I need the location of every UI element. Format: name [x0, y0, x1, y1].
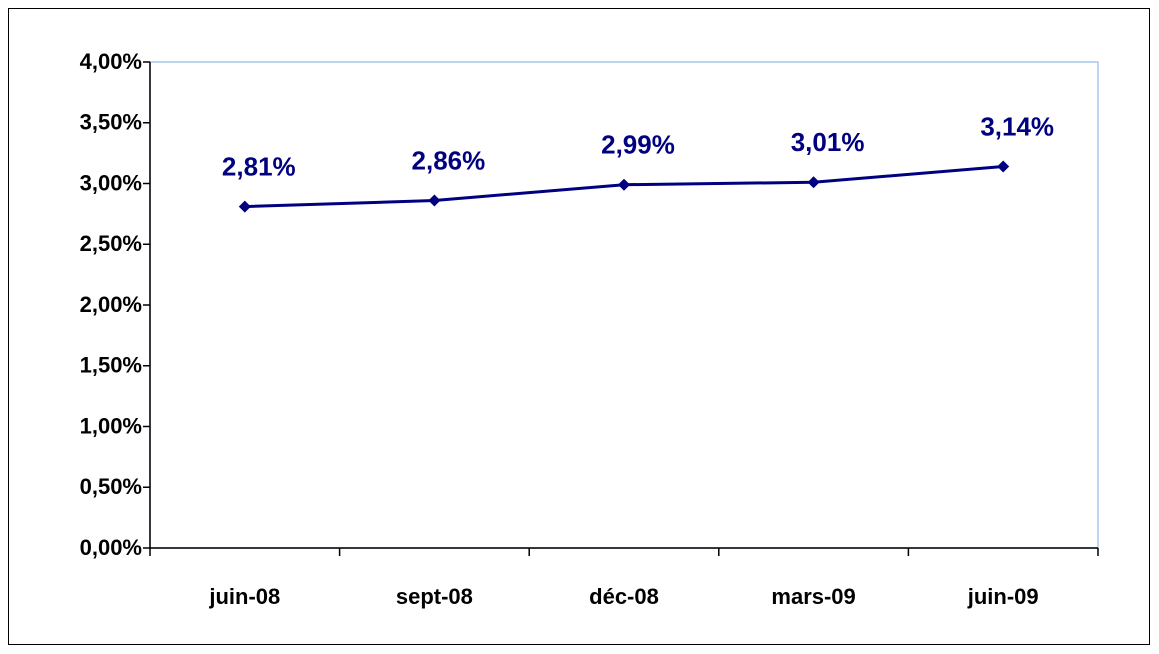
marker: [428, 194, 441, 207]
y-tick-label: 1,50%: [80, 353, 142, 378]
marker: [997, 160, 1010, 173]
x-tick-label: juin-08: [208, 584, 280, 609]
data-label: 2,99%: [601, 130, 675, 160]
y-tick-label: 1,00%: [80, 413, 142, 438]
y-tick-label: 2,00%: [80, 292, 142, 317]
x-tick-label: juin-09: [967, 584, 1039, 609]
y-tick-label: 0,00%: [80, 535, 142, 560]
marker: [618, 178, 630, 191]
y-tick-label: 0,50%: [80, 474, 142, 499]
y-tick-label: 3,50%: [80, 110, 142, 135]
y-tick-label: 2,50%: [80, 231, 142, 256]
data-label: 3,14%: [980, 111, 1054, 141]
x-tick-label: mars-09: [771, 584, 855, 609]
y-tick-label: 4,00%: [80, 49, 142, 74]
data-label: 2,81%: [222, 151, 296, 181]
chart-frame: [8, 8, 1150, 645]
marker: [238, 200, 251, 213]
x-tick-label: déc-08: [589, 584, 659, 609]
y-tick-label: 3,00%: [80, 170, 142, 195]
marker: [807, 176, 820, 189]
x-tick-label: sept-08: [396, 584, 473, 609]
data-label: 2,86%: [412, 145, 486, 175]
data-label: 3,01%: [791, 127, 865, 157]
